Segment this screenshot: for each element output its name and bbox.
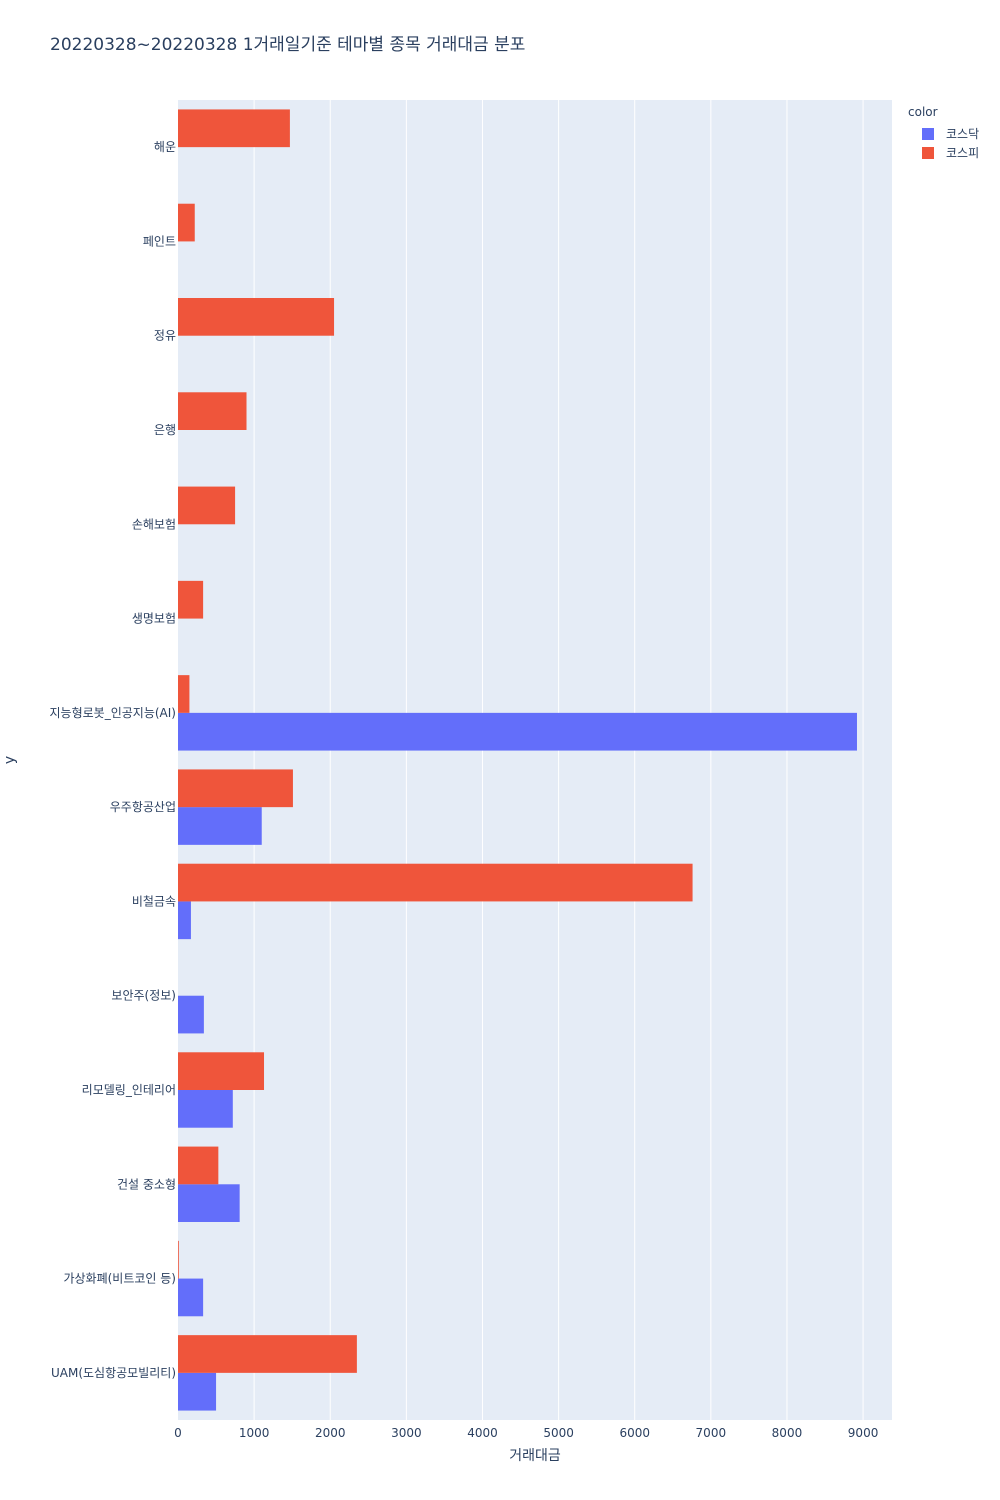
bar-kosdaq bbox=[178, 807, 262, 845]
bar-kosdaq bbox=[178, 901, 191, 940]
y-axis-title: y bbox=[2, 756, 18, 764]
y-tick-label: 생명보험 bbox=[132, 612, 176, 626]
x-tick-label: 6000 bbox=[619, 1426, 650, 1440]
y-tick-label: UAM(도심항공모빌리티) bbox=[51, 1366, 176, 1380]
bar-kospi bbox=[178, 392, 247, 430]
y-tick-label: 페인트 bbox=[143, 234, 176, 248]
bar-kospi bbox=[178, 486, 236, 525]
bar-kosdaq bbox=[178, 712, 857, 751]
chart-title: 20220328~20220328 1거래일기준 테마별 종목 거래대금 분포 bbox=[50, 35, 525, 55]
x-tick-label: 9000 bbox=[848, 1426, 879, 1440]
bar-kosdaq bbox=[178, 1090, 233, 1128]
bar-kospi bbox=[178, 1240, 179, 1279]
x-tick-label: 8000 bbox=[772, 1426, 803, 1440]
bar-kospi bbox=[178, 203, 195, 242]
legend-label-kosdaq[interactable]: 코스닥 bbox=[946, 127, 979, 141]
y-tick-label: 지능형로봇_인공지능(AI) bbox=[50, 706, 176, 720]
y-tick-label: 해운 bbox=[154, 140, 176, 154]
bar-kospi bbox=[178, 580, 204, 619]
x-tick-label: 0 bbox=[174, 1426, 182, 1440]
y-tick-label: 정유 bbox=[154, 329, 176, 343]
x-tick-label: 3000 bbox=[391, 1426, 422, 1440]
legend-swatch-kospi[interactable] bbox=[922, 147, 934, 159]
bar-kospi bbox=[178, 298, 335, 336]
bar-kospi bbox=[178, 675, 190, 713]
x-axis-title: 거래대금 bbox=[509, 1448, 561, 1464]
bar-kospi bbox=[178, 1052, 265, 1090]
x-tick-label: 4000 bbox=[467, 1426, 498, 1440]
bar-kospi bbox=[178, 1146, 219, 1185]
y-tick-label: 은행 bbox=[154, 422, 176, 437]
bar-kospi bbox=[178, 109, 290, 148]
legend-title: color bbox=[908, 105, 938, 119]
bar-kosdaq bbox=[178, 1372, 217, 1411]
legend-swatch-kosdaq[interactable] bbox=[922, 128, 934, 140]
y-tick-label: 리모델링_인테리어 bbox=[82, 1083, 176, 1097]
y-tick-label: 건설 중소형 bbox=[117, 1177, 176, 1191]
legend-label-kospi[interactable]: 코스피 bbox=[946, 146, 979, 160]
y-tick-label: 우주항공산업 bbox=[110, 800, 176, 814]
y-tick-label: 비철금속 bbox=[132, 894, 176, 908]
plot-area: 0 1000 2000 3000 4000 5000 6000 7000 8000 9000 해운페… bbox=[2, 100, 892, 1464]
y-tick-label: 가상화폐(비트코인 등) bbox=[63, 1272, 176, 1286]
y-tick-label: 손해보험 bbox=[132, 517, 176, 531]
bar-kospi bbox=[178, 863, 693, 902]
bar-kospi bbox=[178, 1335, 357, 1373]
x-tick-label: 7000 bbox=[696, 1426, 727, 1440]
x-tick-label: 1000 bbox=[239, 1426, 270, 1440]
bar-kospi bbox=[178, 769, 293, 808]
bar-kosdaq bbox=[178, 1184, 240, 1222]
bar-kosdaq bbox=[178, 1278, 204, 1317]
x-tick-label: 5000 bbox=[543, 1426, 574, 1440]
y-tick-label: 보안주(정보) bbox=[111, 989, 176, 1003]
bar-kosdaq bbox=[178, 995, 204, 1034]
x-tick-label: 2000 bbox=[315, 1426, 346, 1440]
